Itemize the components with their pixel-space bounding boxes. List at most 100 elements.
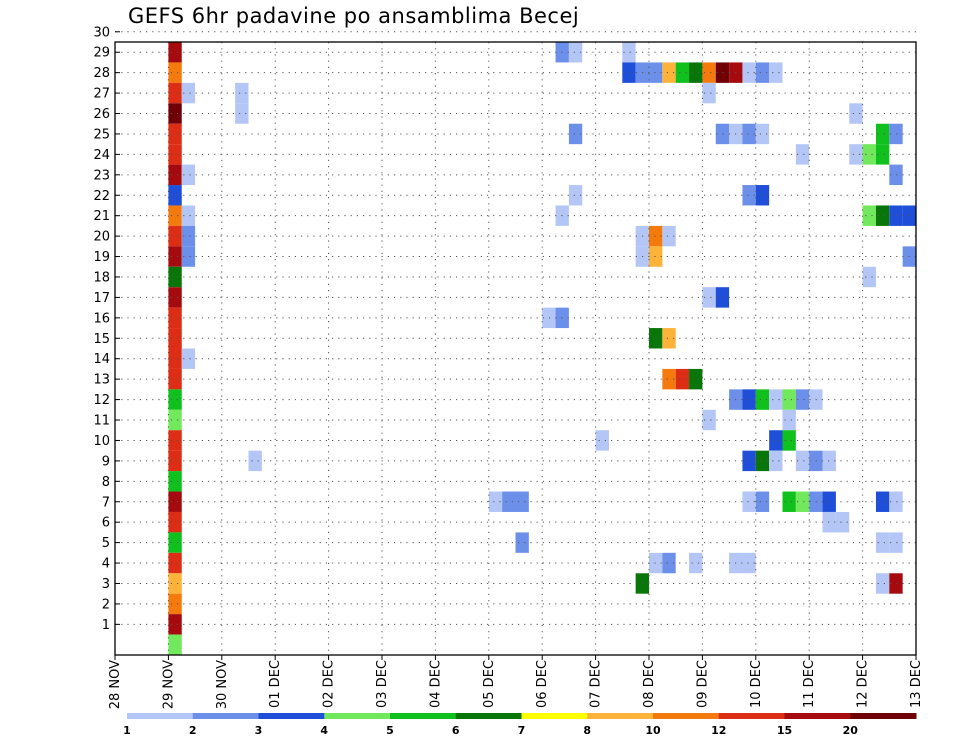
heatmap-cell bbox=[568, 123, 583, 145]
heatmap-cell bbox=[715, 62, 730, 83]
legend-label: 2 bbox=[189, 724, 197, 737]
heatmap-cell bbox=[168, 532, 182, 553]
heatmap-cell bbox=[875, 491, 890, 512]
heatmap-cell bbox=[168, 185, 182, 206]
heatmap-cell bbox=[662, 552, 676, 574]
heatmap-cell bbox=[822, 450, 836, 472]
heatmap-cell bbox=[168, 593, 182, 615]
cells-layer bbox=[168, 42, 916, 655]
heatmap-cell bbox=[649, 246, 663, 267]
y-tick-label: 30 bbox=[93, 25, 110, 40]
heatmap-cell bbox=[168, 42, 182, 63]
legend-label: 7 bbox=[518, 724, 526, 737]
y-tick-label: 28 bbox=[93, 66, 110, 81]
heatmap-cell bbox=[795, 389, 810, 410]
heatmap-cell bbox=[649, 328, 663, 349]
y-tick-label: 11 bbox=[93, 414, 110, 429]
y-tick-label: 10 bbox=[93, 434, 110, 449]
heatmap-cell bbox=[689, 552, 703, 574]
heatmap-cell bbox=[181, 82, 196, 104]
y-tick-label: 17 bbox=[93, 291, 110, 306]
heatmap-cell bbox=[168, 164, 182, 186]
y-tick-label: 26 bbox=[93, 107, 110, 122]
legend-label: 3 bbox=[255, 724, 263, 737]
heatmap-cell bbox=[168, 266, 182, 288]
heatmap-cell bbox=[755, 389, 770, 410]
legend-swatch bbox=[784, 713, 851, 719]
heatmap-cell bbox=[168, 409, 182, 431]
legend-swatch bbox=[192, 713, 259, 719]
heatmap-cell bbox=[168, 103, 182, 124]
heatmap-cell bbox=[168, 491, 182, 512]
y-tick-label: 8 bbox=[102, 475, 110, 490]
heatmap-cell bbox=[889, 573, 903, 594]
heatmap-cell bbox=[889, 491, 903, 512]
y-tick-label: 14 bbox=[93, 352, 110, 367]
heatmap-cell bbox=[181, 246, 196, 267]
heatmap-cell bbox=[702, 62, 716, 83]
x-tick-label: 04 DEC bbox=[428, 660, 443, 708]
x-tick-label: 12 DEC bbox=[856, 660, 871, 708]
heatmap-cell bbox=[168, 328, 182, 349]
heatmap-cell bbox=[168, 511, 182, 533]
legend-label: 10 bbox=[645, 724, 661, 737]
heatmap-cell bbox=[248, 450, 262, 472]
heatmap-cell bbox=[168, 307, 182, 329]
heatmap-cell bbox=[822, 491, 836, 512]
heatmap-cell bbox=[662, 328, 676, 349]
legend-swatch bbox=[390, 713, 457, 719]
heatmap-cell bbox=[875, 144, 890, 165]
heatmap-cell bbox=[595, 430, 609, 451]
heatmap-cell bbox=[662, 62, 676, 83]
legend-label: 8 bbox=[583, 724, 591, 737]
chart-title: GEFS 6hr padavine po ansamblima Becej bbox=[128, 4, 580, 28]
heatmap-cell bbox=[168, 614, 182, 635]
legend-swatch bbox=[850, 713, 917, 719]
y-tick-label: 23 bbox=[93, 168, 110, 183]
heatmap-cell bbox=[181, 205, 196, 226]
heatmap-cell bbox=[742, 62, 756, 83]
heatmap-cell bbox=[168, 634, 182, 655]
heatmap-cell bbox=[622, 42, 636, 63]
heatmap-cell bbox=[875, 532, 890, 553]
y-tick-label: 21 bbox=[93, 209, 110, 224]
heatmap-cell bbox=[168, 471, 182, 492]
plot-frame bbox=[114, 41, 917, 656]
legend-label: 6 bbox=[452, 724, 460, 737]
y-axis: 1234567891011121314151617181920212223242… bbox=[93, 25, 120, 633]
heatmap-cell bbox=[689, 368, 703, 390]
heatmap-cell bbox=[168, 573, 182, 594]
heatmap-cell bbox=[502, 491, 516, 512]
heatmap-cell bbox=[168, 287, 182, 308]
x-tick-label: 13 DEC bbox=[909, 660, 924, 708]
heatmap-cell bbox=[742, 123, 756, 145]
heatmap-cell bbox=[835, 511, 850, 533]
heatmap-cell bbox=[875, 205, 890, 226]
x-tick-label: 11 DEC bbox=[802, 660, 817, 708]
heatmap-cell bbox=[168, 246, 182, 267]
heatmap-cell bbox=[235, 103, 249, 124]
heatmap-cell bbox=[702, 82, 716, 104]
x-tick-label: 09 DEC bbox=[695, 660, 710, 708]
heatmap-cell bbox=[168, 368, 182, 390]
y-tick-label: 6 bbox=[102, 516, 110, 531]
heatmap-cell bbox=[849, 103, 863, 124]
heatmap-cell bbox=[889, 532, 903, 553]
color-legend: 1 2 3 4 5 6 7 8 10 12 15 20 bbox=[123, 713, 917, 737]
heatmap-cell bbox=[235, 82, 249, 104]
heatmap-cell bbox=[889, 205, 903, 226]
heatmap-cell bbox=[862, 144, 876, 165]
y-tick-label: 12 bbox=[93, 393, 110, 408]
heatmap-cell bbox=[168, 348, 182, 369]
legend-swatch bbox=[521, 713, 588, 719]
y-tick-label: 16 bbox=[93, 311, 110, 326]
heatmap-cell bbox=[662, 225, 676, 247]
x-tick-label: 28 NOV bbox=[108, 660, 123, 709]
legend-label: 12 bbox=[711, 724, 726, 737]
heatmap-cell bbox=[795, 144, 810, 165]
heatmap-cell bbox=[488, 491, 503, 512]
heatmap-cell bbox=[702, 409, 716, 431]
heatmap-cell bbox=[889, 164, 903, 186]
heatmap-cell bbox=[675, 368, 690, 390]
